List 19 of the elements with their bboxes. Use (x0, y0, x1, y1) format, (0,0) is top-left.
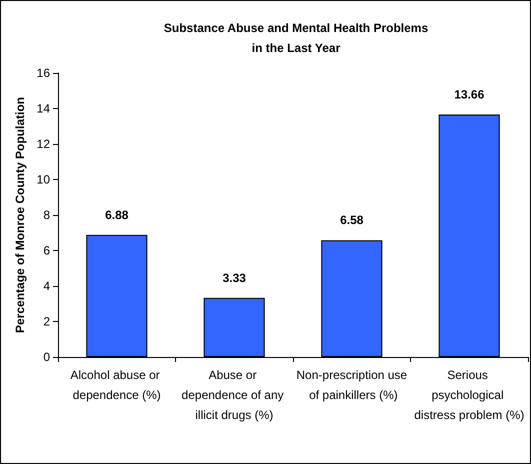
data-label: 3.33 (222, 270, 246, 285)
y-tick-label: 8 (43, 208, 50, 222)
x-tick-label: Abuse or dependence of any illicit drugs (%) (182, 368, 287, 422)
y-tick-label: 14 (36, 102, 50, 116)
x-tick-label: Non-prescription use of painkillers (%) (296, 368, 408, 402)
x-tick-label: Alcohol abuse or dependence (%) (70, 368, 164, 402)
y-tick-label: 6 (43, 244, 50, 258)
data-label: 13.66 (454, 88, 485, 102)
y-tick-label: 0 (43, 350, 50, 364)
y-tick-label: 2 (43, 314, 50, 328)
y-axis-title: Percentage of Monroe County Population (12, 96, 27, 334)
data-label: 6.88 (105, 208, 129, 222)
data-label: 6.58 (340, 213, 364, 228)
chart-title: Substance Abuse and Mental Health Problems in the Last Year (164, 21, 428, 55)
y-tick-label: 12 (36, 137, 50, 151)
y-tick-label: 16 (36, 66, 50, 80)
y-tick-label: 4 (43, 279, 50, 293)
y-tick-label: 10 (36, 172, 50, 186)
x-tick-label: Serious psychological distress problem (%) (414, 368, 524, 422)
